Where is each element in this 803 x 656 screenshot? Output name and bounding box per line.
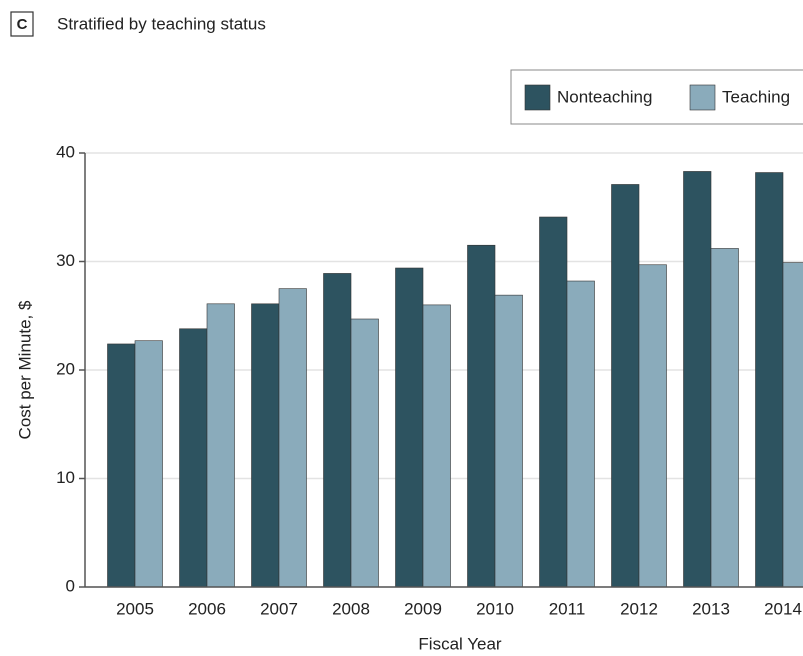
x-tick-label: 2013 xyxy=(692,599,730,618)
bar xyxy=(467,244,496,588)
y-axis-label: Cost per Minute, $ xyxy=(15,300,34,439)
x-tick-label: 2010 xyxy=(476,599,514,618)
bar xyxy=(134,340,163,588)
panel-label: C xyxy=(17,16,28,33)
bar xyxy=(710,248,739,588)
bar xyxy=(107,343,136,588)
legend-label: Teaching xyxy=(722,87,790,106)
panel-label-box xyxy=(10,11,34,37)
y-tick-label: 20 xyxy=(56,359,75,378)
bar xyxy=(251,303,280,588)
y-tick-label: 10 xyxy=(56,468,75,487)
bar xyxy=(638,264,667,588)
bar xyxy=(755,172,784,588)
legend-swatch xyxy=(524,84,551,111)
bar xyxy=(278,288,307,588)
x-tick-label: 2007 xyxy=(260,599,298,618)
x-tick-label: 2005 xyxy=(116,599,154,618)
y-tick-label: 0 xyxy=(66,576,75,595)
x-tick-label: 2012 xyxy=(620,599,658,618)
bar xyxy=(395,267,424,588)
x-tick-label: 2014 xyxy=(764,599,802,618)
bar xyxy=(422,304,451,588)
legend-swatch xyxy=(689,84,716,111)
bar xyxy=(179,328,208,588)
bar xyxy=(566,280,595,588)
bar xyxy=(494,294,523,588)
x-tick-label: 2006 xyxy=(188,599,226,618)
legend-label: Nonteaching xyxy=(557,87,652,106)
bar xyxy=(206,303,235,588)
x-tick-label: 2011 xyxy=(549,599,586,618)
x-tick-label: 2009 xyxy=(404,599,442,618)
chart-title: Stratified by teaching status xyxy=(57,14,266,33)
legend-box xyxy=(510,69,803,125)
bar xyxy=(539,216,568,588)
x-tick-label: 2008 xyxy=(332,599,370,618)
y-tick-label: 30 xyxy=(56,251,75,270)
bar xyxy=(683,171,712,588)
x-axis-label: Fiscal Year xyxy=(418,634,501,653)
y-tick-label: 40 xyxy=(56,142,75,161)
bar xyxy=(350,318,379,588)
bar xyxy=(611,184,640,588)
bar xyxy=(782,262,803,588)
bar xyxy=(323,273,352,588)
